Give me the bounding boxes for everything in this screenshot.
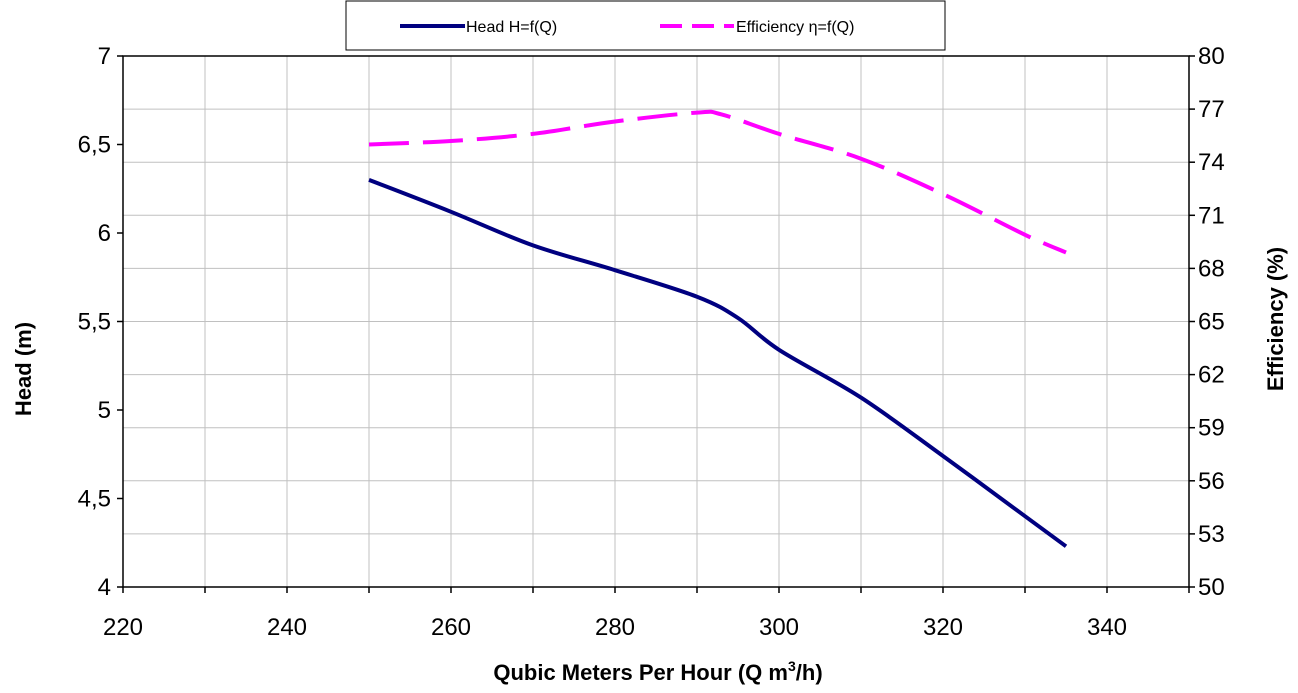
- left-y-axis-title: Head (m): [11, 322, 36, 416]
- right-y-axis-ticks: 50 53 56 59 62 65 68 71 74 77 80: [1189, 43, 1225, 601]
- x-tick-label: 320: [923, 614, 963, 641]
- right-tick-label: 53: [1198, 521, 1225, 548]
- right-tick-label: 80: [1198, 43, 1225, 70]
- right-y-axis-title: Efficiency (%): [1263, 247, 1288, 391]
- right-tick-label: 74: [1198, 149, 1225, 176]
- legend: Head H=f(Q) Efficiency η=f(Q): [345, 0, 946, 51]
- x-axis-title: Qubic Meters Per Hour (Q m3/h): [493, 658, 822, 685]
- legend-head-label: Head H=f(Q): [466, 19, 557, 36]
- right-tick-label: 71: [1198, 202, 1225, 229]
- left-y-axis-ticks: 4 4,5 5 5,5 6 6,5 7: [78, 43, 123, 601]
- x-tick-label: 300: [759, 614, 799, 641]
- x-tick-label: 280: [595, 614, 635, 641]
- right-tick-label: 59: [1198, 415, 1225, 442]
- legend-efficiency-label: Efficiency η=f(Q): [736, 19, 854, 36]
- left-tick-label: 7: [98, 43, 111, 70]
- right-tick-label: 77: [1198, 96, 1225, 123]
- x-tick-label: 220: [103, 614, 143, 641]
- left-tick-label: 5,5: [78, 309, 111, 336]
- left-tick-label: 5: [98, 397, 111, 424]
- right-tick-label: 56: [1198, 468, 1225, 495]
- left-tick-label: 6,5: [78, 132, 111, 159]
- series-lines: [368, 109, 1068, 548]
- right-tick-label: 62: [1198, 362, 1225, 389]
- left-tick-label: 4: [98, 574, 111, 601]
- right-tick-label: 50: [1198, 574, 1225, 601]
- right-tick-label: 65: [1198, 309, 1225, 336]
- right-tick-label: 68: [1198, 255, 1225, 282]
- x-tick-label: 240: [267, 614, 307, 641]
- x-tick-label: 260: [431, 614, 471, 641]
- x-tick-label: 340: [1087, 614, 1127, 641]
- series-line-head: [368, 178, 1068, 548]
- series-line-efficiency: [368, 109, 1067, 255]
- left-tick-label: 6: [98, 220, 111, 247]
- left-tick-label: 4,5: [78, 486, 111, 513]
- grid: [123, 56, 1189, 587]
- x-axis-ticks: 220 240 260 280 300 320 340: [103, 587, 1190, 641]
